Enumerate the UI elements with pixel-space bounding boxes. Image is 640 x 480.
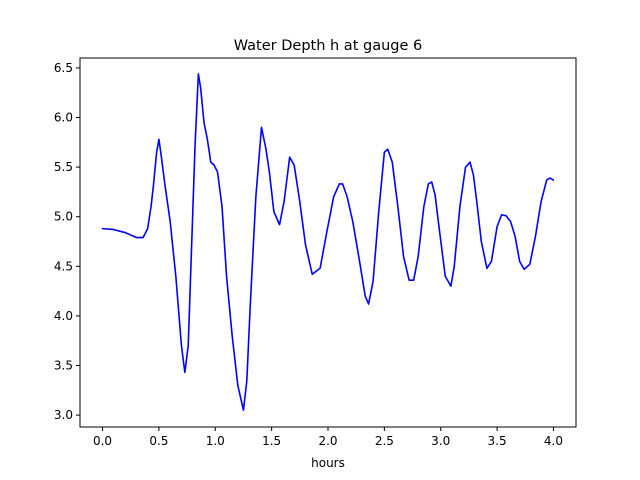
y-tick-label: 3.5 [54,359,73,373]
x-tick-label: 1.0 [206,434,225,448]
y-tick-label: 6.5 [54,61,73,75]
x-tick-label: 2.0 [318,434,337,448]
x-tick-label: 1.5 [262,434,281,448]
y-tick-label: 3.0 [54,408,73,422]
y-tick-label: 5.5 [54,160,73,174]
y-tick-label: 5.0 [54,210,73,224]
x-tick-label: 0.5 [149,434,168,448]
series-line-0 [101,73,555,411]
chart-title: Water Depth h at gauge 6 [234,38,422,54]
plot-area [79,57,577,428]
y-axis: 3.0 3.5 4.0 4.5 5.0 5.5 6.0 6.5 [54,61,80,422]
x-tick-label: 3.0 [431,434,450,448]
x-tick-label: 3.5 [488,434,507,448]
x-axis: 0.0 0.5 1.0 1.5 2.0 2.5 3.0 3.5 4.0 [93,427,563,448]
plot-frame [79,57,577,428]
y-tick-label: 4.5 [54,259,73,273]
y-tick-label: 6.0 [54,111,73,125]
y-tick-label: 4.0 [54,309,73,323]
x-tick-label: 2.5 [375,434,394,448]
x-tick-label: 0.0 [93,434,112,448]
x-axis-label: hours [311,456,345,470]
x-tick-label: 4.0 [544,434,563,448]
